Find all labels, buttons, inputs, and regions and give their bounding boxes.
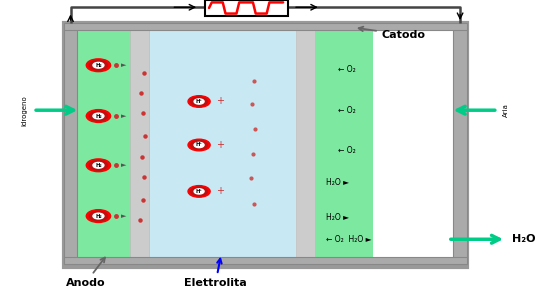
Circle shape [191, 187, 207, 196]
Text: H⁺: H⁺ [196, 142, 202, 148]
Circle shape [191, 97, 207, 106]
Circle shape [86, 59, 111, 72]
Text: H₂O ►: H₂O ► [326, 213, 349, 222]
Text: ►: ► [121, 162, 126, 168]
Circle shape [194, 189, 204, 194]
FancyBboxPatch shape [149, 29, 296, 264]
FancyBboxPatch shape [130, 29, 149, 264]
Text: H⁺: H⁺ [196, 99, 202, 104]
Text: H₂O ►: H₂O ► [326, 178, 349, 187]
FancyBboxPatch shape [75, 29, 135, 264]
Text: +: + [216, 186, 223, 196]
Text: Elettrolita: Elettrolita [184, 259, 247, 288]
Circle shape [194, 99, 204, 104]
Circle shape [93, 62, 104, 68]
Circle shape [93, 113, 104, 119]
Text: +: + [216, 140, 223, 150]
Text: ← O₂  H₂O ►: ← O₂ H₂O ► [326, 235, 372, 244]
Text: ►: ► [121, 62, 126, 68]
Text: Aria: Aria [503, 103, 509, 117]
Circle shape [90, 111, 107, 121]
Circle shape [188, 139, 210, 151]
Circle shape [93, 213, 104, 219]
Circle shape [86, 110, 111, 122]
FancyBboxPatch shape [205, 0, 288, 16]
Text: ← O₂: ← O₂ [338, 65, 356, 74]
FancyBboxPatch shape [64, 257, 467, 264]
Circle shape [191, 141, 207, 149]
Text: H₂: H₂ [95, 63, 102, 68]
FancyBboxPatch shape [64, 29, 77, 264]
Text: ← O₂: ← O₂ [338, 106, 356, 115]
Text: Idrogeno: Idrogeno [22, 95, 28, 126]
Text: Catodo: Catodo [359, 27, 426, 40]
Text: H₂: H₂ [95, 163, 102, 168]
Text: H₂O: H₂O [512, 234, 535, 244]
Text: e⁻: e⁻ [241, 0, 252, 2]
Circle shape [86, 210, 111, 222]
Circle shape [86, 159, 111, 172]
Text: ►: ► [121, 213, 126, 219]
Circle shape [194, 142, 204, 148]
Text: H₂: H₂ [95, 113, 102, 119]
FancyBboxPatch shape [453, 29, 467, 264]
FancyBboxPatch shape [64, 23, 467, 30]
FancyBboxPatch shape [315, 29, 373, 264]
Circle shape [93, 162, 104, 168]
FancyBboxPatch shape [296, 29, 315, 264]
FancyBboxPatch shape [64, 23, 467, 267]
Circle shape [188, 96, 210, 107]
Text: ← O₂: ← O₂ [338, 146, 356, 155]
Circle shape [90, 160, 107, 170]
Circle shape [188, 186, 210, 197]
Circle shape [90, 211, 107, 221]
Text: +: + [216, 97, 223, 106]
Circle shape [90, 61, 107, 70]
Text: ►: ► [121, 113, 126, 119]
Text: H₂: H₂ [95, 213, 102, 219]
Text: Anodo: Anodo [66, 258, 106, 288]
Text: H⁺: H⁺ [196, 189, 202, 194]
